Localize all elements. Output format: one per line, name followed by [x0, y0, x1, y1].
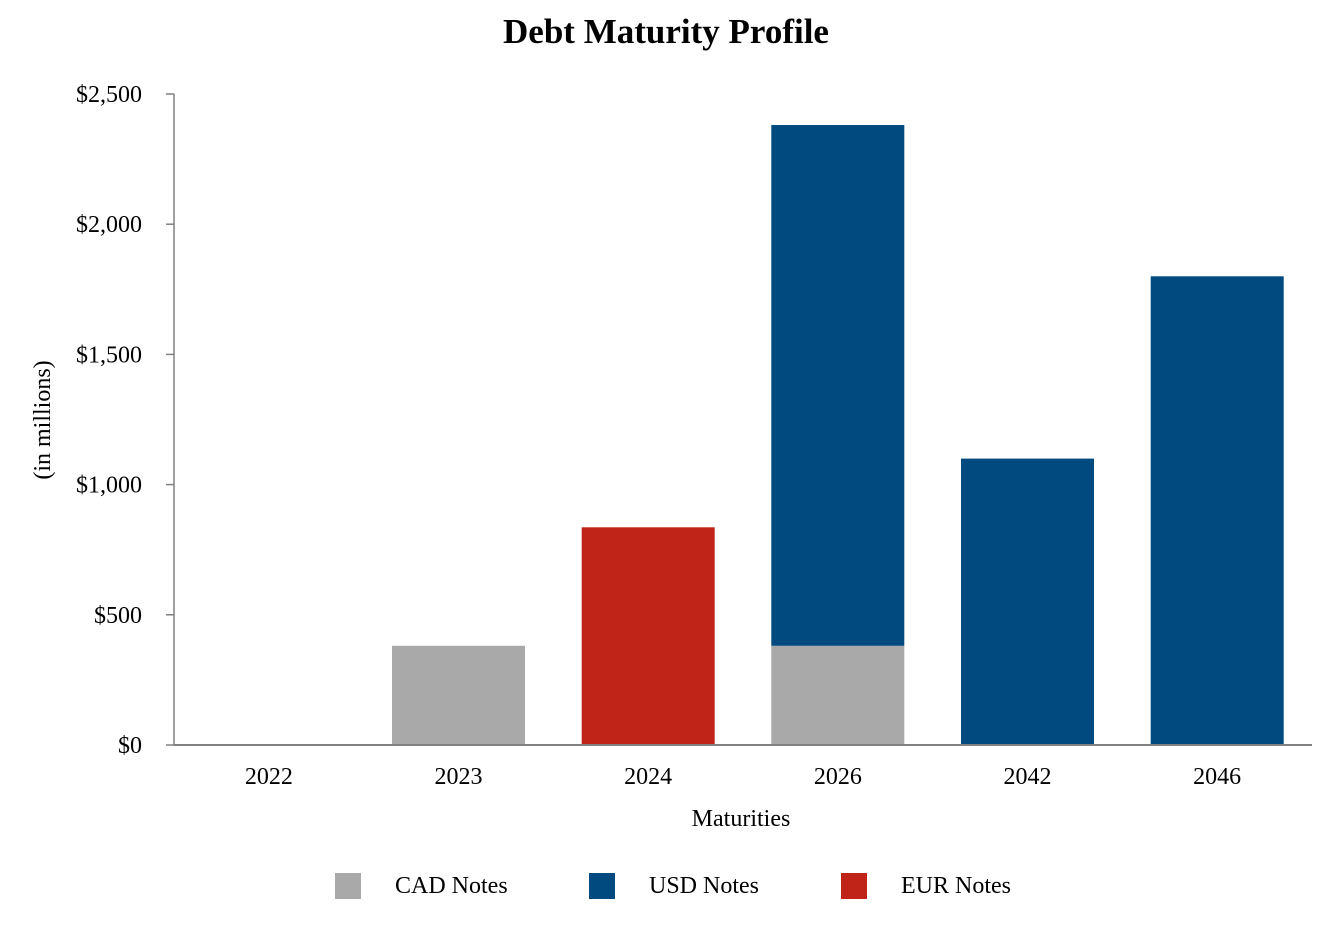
- y-tick-label: $1,500: [76, 342, 142, 368]
- bar-2046-usd-notes: [1150, 276, 1284, 745]
- chart-title: Debt Maturity Profile: [503, 12, 829, 51]
- y-axis-title: (in millions): [30, 360, 56, 479]
- legend-item-eur-notes: EUR Notes: [841, 868, 1011, 904]
- legend-label: CAD Notes: [395, 872, 508, 899]
- x-tick-label: 2042: [1004, 764, 1052, 790]
- legend-label: EUR Notes: [901, 872, 1011, 899]
- bar-2026-usd-notes: [771, 125, 905, 646]
- x-axis: 2022 2023 2024 2026 2042 2046: [174, 744, 1312, 790]
- y-tick-label: $2,000: [76, 212, 142, 238]
- bars-group: [392, 125, 1284, 745]
- x-tick-label: 2022: [245, 764, 293, 790]
- bar-2023-cad-notes: [392, 645, 525, 745]
- y-tick-label: $0: [118, 733, 142, 759]
- legend-swatch: [335, 873, 361, 899]
- legend-item-cad-notes: CAD Notes: [335, 868, 508, 904]
- legend: CAD Notes USD Notes EUR Notes: [0, 868, 1332, 908]
- x-axis-title: Maturities: [692, 806, 791, 832]
- y-tick-label: $2,500: [76, 82, 142, 108]
- y-tick-label: $1,000: [76, 473, 142, 499]
- bar-2042-usd-notes: [961, 458, 1094, 745]
- bar-2026-cad-notes: [771, 645, 905, 745]
- y-tick-label: $500: [94, 603, 142, 629]
- bar-2024-eur-notes: [581, 527, 715, 745]
- legend-item-usd-notes: USD Notes: [589, 868, 759, 904]
- legend-label: USD Notes: [649, 872, 760, 899]
- x-tick-label: 2046: [1193, 764, 1241, 790]
- bar-chart: $0$500$1,000$1,500$2,000$2,500 2022 2023 2…: [30, 82, 1312, 832]
- x-tick-label: 2023: [435, 764, 483, 790]
- legend-swatch: [589, 873, 615, 899]
- y-axis: $0 $500 $1,000 $1,500 $2,000 $2,500: [76, 82, 175, 759]
- x-tick-label: 2024: [624, 764, 672, 790]
- x-tick-label: 2026: [814, 764, 862, 790]
- legend-swatch: [841, 873, 867, 899]
